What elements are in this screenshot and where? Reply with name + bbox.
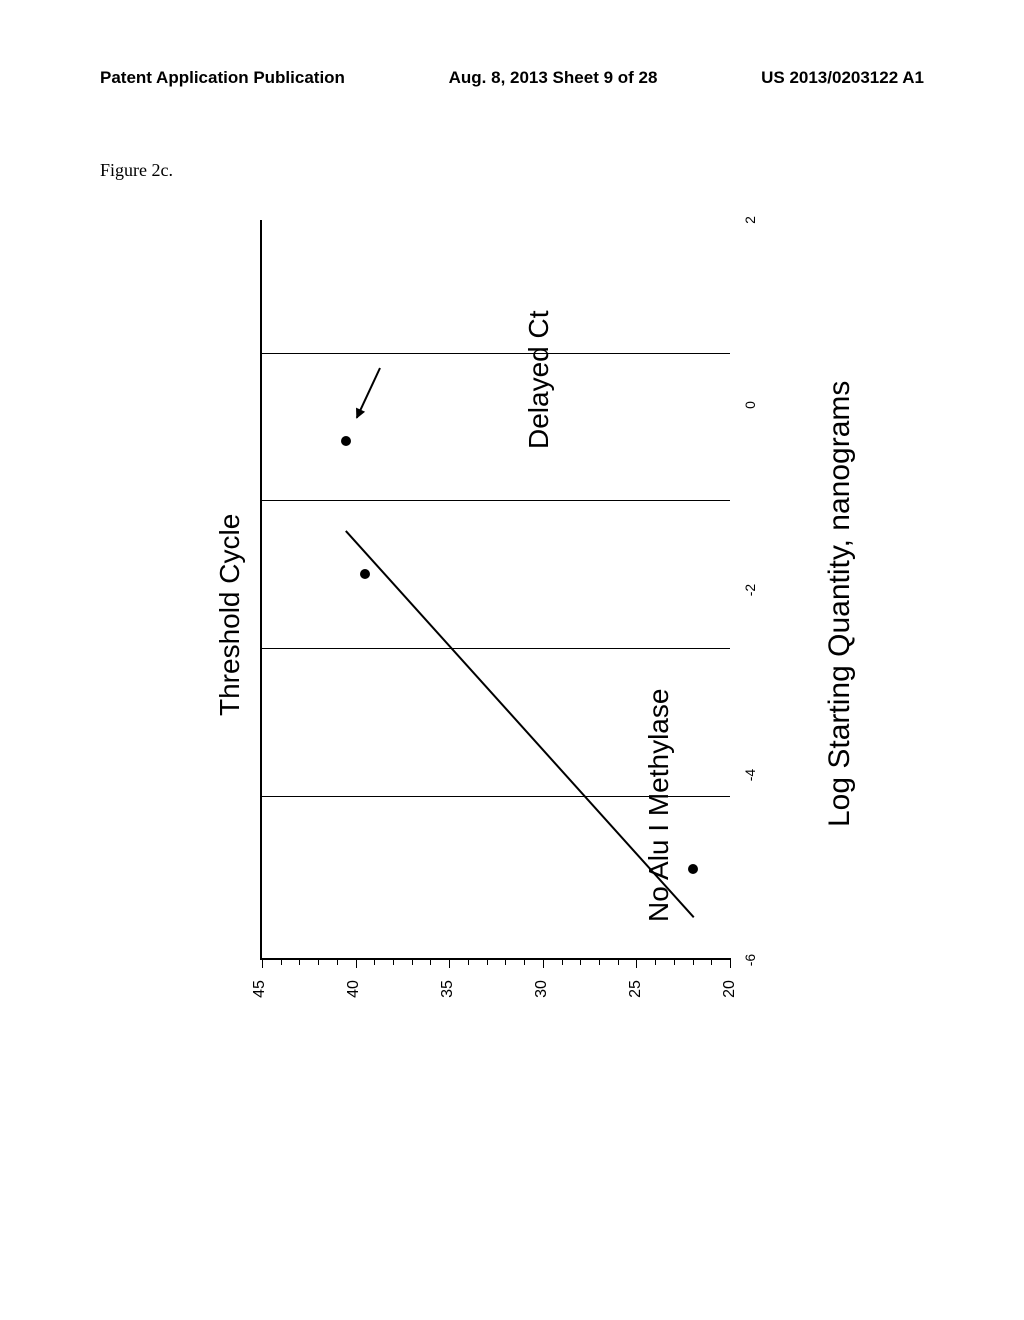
x-tick-label: 0 bbox=[742, 395, 758, 415]
tick-mark bbox=[580, 958, 581, 965]
y-tick-label: 25 bbox=[627, 977, 645, 1001]
tick-mark bbox=[505, 958, 506, 965]
plot-area: Delayed Ct No Alu I Methylase bbox=[260, 220, 730, 960]
data-point bbox=[360, 569, 370, 579]
x-tick-label: -4 bbox=[742, 765, 758, 785]
tick-mark bbox=[599, 958, 600, 965]
figure-label: Figure 2c. bbox=[100, 160, 173, 181]
tick-mark bbox=[393, 958, 394, 965]
gridline bbox=[262, 500, 730, 501]
x-tick-label: 2 bbox=[742, 210, 758, 230]
header-left: Patent Application Publication bbox=[100, 68, 345, 88]
header-right: US 2013/0203122 A1 bbox=[761, 68, 924, 88]
y-tick-label: 30 bbox=[533, 977, 551, 1001]
y-tick-label: 35 bbox=[439, 977, 457, 1001]
tick-mark bbox=[636, 958, 637, 968]
tick-mark bbox=[449, 958, 450, 968]
tick-mark bbox=[711, 958, 712, 965]
x-tick-label: -6 bbox=[742, 950, 758, 970]
tick-mark bbox=[337, 958, 338, 965]
tick-mark bbox=[543, 958, 544, 968]
chart-container: Delayed Ct No Alu I Methylase 45 40 35 3… bbox=[170, 190, 810, 1050]
gridline bbox=[262, 353, 730, 354]
y-axis-title: Threshold Cycle bbox=[214, 476, 246, 716]
header-center: Aug. 8, 2013 Sheet 9 of 28 bbox=[449, 68, 658, 88]
y-tick-label: 20 bbox=[721, 977, 739, 1001]
tick-mark bbox=[730, 958, 731, 968]
annotation-delayed-ct: Delayed Ct bbox=[523, 289, 555, 449]
y-tick-label: 40 bbox=[345, 977, 363, 1001]
annotation-no-alu: No Alu I Methylase bbox=[643, 642, 675, 922]
page-header: Patent Application Publication Aug. 8, 2… bbox=[0, 68, 1024, 88]
tick-mark bbox=[674, 958, 675, 965]
tick-mark bbox=[299, 958, 300, 965]
tick-mark bbox=[262, 958, 263, 968]
tick-mark bbox=[655, 958, 656, 965]
data-point bbox=[341, 436, 351, 446]
x-tick-label: -2 bbox=[742, 580, 758, 600]
callout-arrow-icon bbox=[356, 367, 381, 418]
tick-mark bbox=[374, 958, 375, 965]
tick-mark bbox=[693, 958, 694, 965]
tick-mark bbox=[468, 958, 469, 965]
tick-mark bbox=[524, 958, 525, 965]
tick-mark bbox=[412, 958, 413, 965]
tick-mark bbox=[281, 958, 282, 965]
tick-mark bbox=[430, 958, 431, 965]
tick-mark bbox=[618, 958, 619, 965]
tick-mark bbox=[356, 958, 357, 968]
data-point bbox=[688, 864, 698, 874]
tick-mark bbox=[562, 958, 563, 965]
x-axis-title: Log Starting Quantity, nanograms bbox=[823, 367, 857, 827]
tick-mark bbox=[318, 958, 319, 965]
tick-mark bbox=[487, 958, 488, 965]
y-tick-label: 45 bbox=[251, 977, 269, 1001]
